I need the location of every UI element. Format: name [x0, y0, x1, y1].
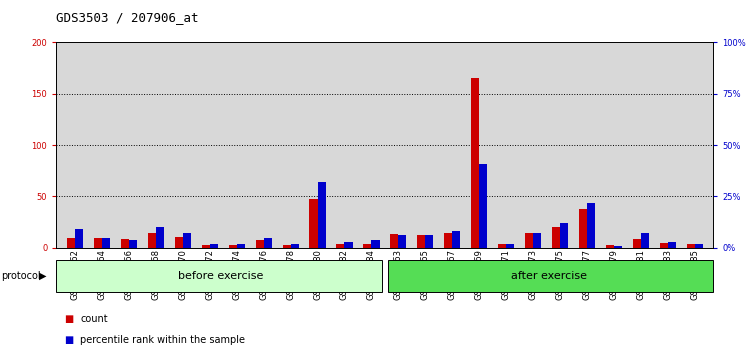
- Bar: [291, 244, 299, 248]
- Bar: [210, 244, 218, 248]
- Bar: [156, 227, 164, 248]
- Text: GDS3503 / 207906_at: GDS3503 / 207906_at: [56, 11, 199, 24]
- Text: protocol: protocol: [2, 271, 41, 281]
- Bar: [129, 240, 137, 248]
- Bar: [560, 223, 568, 248]
- Bar: [506, 244, 514, 248]
- Text: count: count: [80, 314, 108, 324]
- Bar: [479, 164, 487, 248]
- Bar: [668, 242, 676, 248]
- Bar: [102, 238, 110, 248]
- Text: percentile rank within the sample: percentile rank within the sample: [80, 335, 246, 345]
- Bar: [579, 209, 587, 248]
- Bar: [614, 246, 622, 248]
- Bar: [309, 199, 318, 248]
- Bar: [56, 260, 382, 292]
- Bar: [264, 238, 272, 248]
- Bar: [418, 235, 425, 248]
- Bar: [175, 236, 183, 248]
- Bar: [372, 240, 379, 248]
- Bar: [237, 244, 245, 248]
- Bar: [444, 233, 452, 248]
- Text: after exercise: after exercise: [511, 271, 587, 281]
- Bar: [202, 245, 210, 248]
- Bar: [641, 233, 649, 248]
- Text: ■: ■: [64, 335, 73, 345]
- Bar: [391, 234, 398, 248]
- Bar: [183, 233, 191, 248]
- Bar: [67, 238, 75, 248]
- Bar: [587, 202, 595, 248]
- Bar: [229, 245, 237, 248]
- Bar: [363, 244, 372, 248]
- Bar: [452, 232, 460, 248]
- Bar: [282, 245, 291, 248]
- Bar: [471, 79, 479, 248]
- Bar: [121, 239, 129, 248]
- Bar: [94, 238, 102, 248]
- Bar: [533, 233, 541, 248]
- Bar: [552, 227, 560, 248]
- Bar: [318, 182, 326, 248]
- Bar: [336, 244, 345, 248]
- Bar: [632, 239, 641, 248]
- Bar: [659, 243, 668, 248]
- Bar: [345, 242, 352, 248]
- Bar: [498, 244, 506, 248]
- Bar: [695, 244, 703, 248]
- Text: before exercise: before exercise: [178, 271, 264, 281]
- Text: ■: ■: [64, 314, 73, 324]
- Bar: [606, 245, 614, 248]
- Bar: [398, 235, 406, 248]
- Bar: [75, 229, 83, 248]
- Bar: [148, 233, 156, 248]
- Text: ▶: ▶: [39, 271, 47, 281]
- Bar: [425, 235, 433, 248]
- Bar: [525, 233, 533, 248]
- Bar: [255, 240, 264, 248]
- Bar: [686, 244, 695, 248]
- Bar: [388, 260, 713, 292]
